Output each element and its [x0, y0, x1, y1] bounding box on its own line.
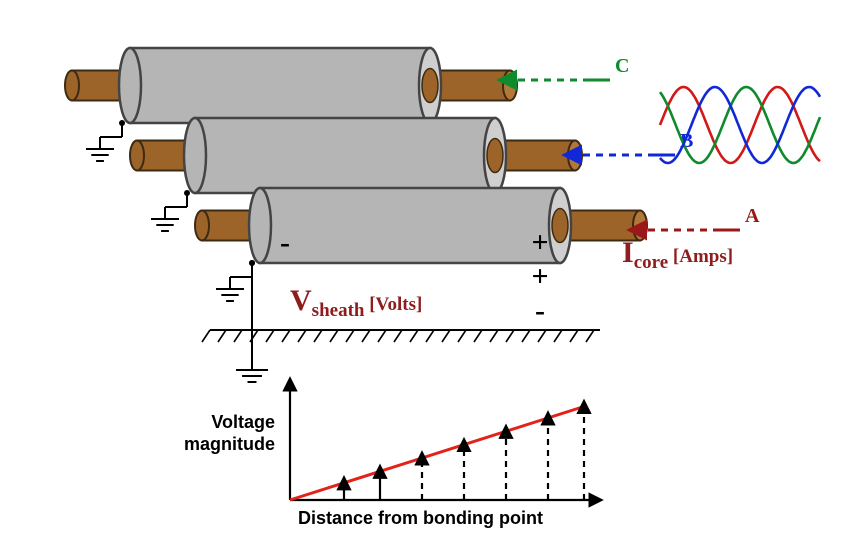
- polarity-minus_bot: -: [535, 294, 545, 327]
- label-icore: Icore [Amps]: [622, 236, 733, 273]
- svg-text:Vsheath [Volts]: Vsheath [Volts]: [290, 284, 422, 321]
- graph-voltage-line: [290, 407, 584, 501]
- graph-xlabel: Distance from bonding point: [298, 508, 543, 528]
- phase-label-a: A: [745, 205, 760, 227]
- graph-ylabel: Voltage: [211, 412, 275, 432]
- label-vsheath: Vsheath [Volts]: [290, 284, 422, 321]
- phase-label-c: C: [615, 55, 629, 77]
- polarity-minus_top: -: [280, 226, 290, 259]
- polarity-plus_bot: +: [531, 260, 548, 293]
- svg-text:Icore [Amps]: Icore [Amps]: [622, 236, 733, 273]
- graph-ylabel2: magnitude: [184, 434, 275, 454]
- polarity-plus_top: +: [531, 226, 548, 259]
